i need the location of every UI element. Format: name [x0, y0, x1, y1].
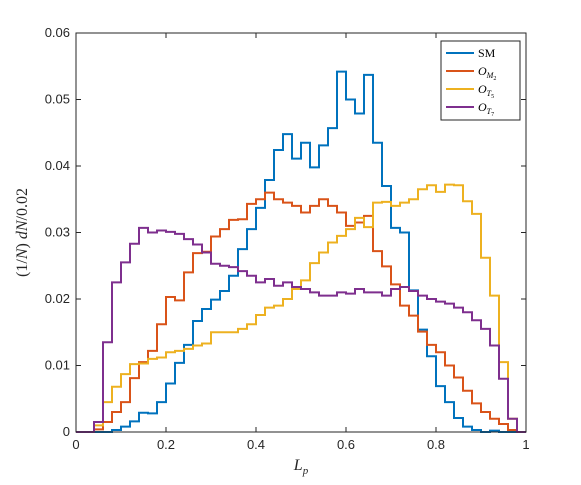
axes-layer: 0 0.2 0.4 0.6 0.8 1 0 0.01 0.02 0.03 0.04 0.05 0.06 L…	[14, 25, 530, 477]
x-tick-label: 0.8	[427, 437, 445, 452]
series-line-0	[76, 70, 526, 433]
y-tick-label: 0.05	[45, 92, 70, 107]
x-tick-label: 1	[522, 437, 529, 452]
y-tick-label: 0.02	[45, 291, 70, 306]
legend-entry-2: OT5	[478, 82, 494, 100]
series-line-2	[76, 183, 526, 433]
y-axis-label: (1/N) dN/0.02	[14, 188, 31, 277]
x-axis-label: Lp	[293, 457, 309, 477]
y-tick-label: 0.06	[45, 25, 70, 40]
series-layer	[76, 70, 526, 433]
y-tick-label: 0.04	[45, 158, 70, 173]
legend-entry-0: SM	[478, 46, 496, 60]
legend-entry-1: OM2	[478, 64, 496, 82]
legend-entry-3: OT7	[478, 100, 494, 118]
series-line-1	[76, 191, 526, 433]
series-line-3	[76, 226, 526, 433]
y-tick-label: 0	[63, 424, 70, 439]
x-tick-label: 0.2	[157, 437, 175, 452]
y-tick-label: 0.03	[45, 225, 70, 240]
y-tick-label: 0.01	[45, 358, 70, 373]
x-tick-label: 0.6	[337, 437, 355, 452]
x-tick-label: 0.4	[247, 437, 265, 452]
x-tick-label: 0	[72, 437, 79, 452]
